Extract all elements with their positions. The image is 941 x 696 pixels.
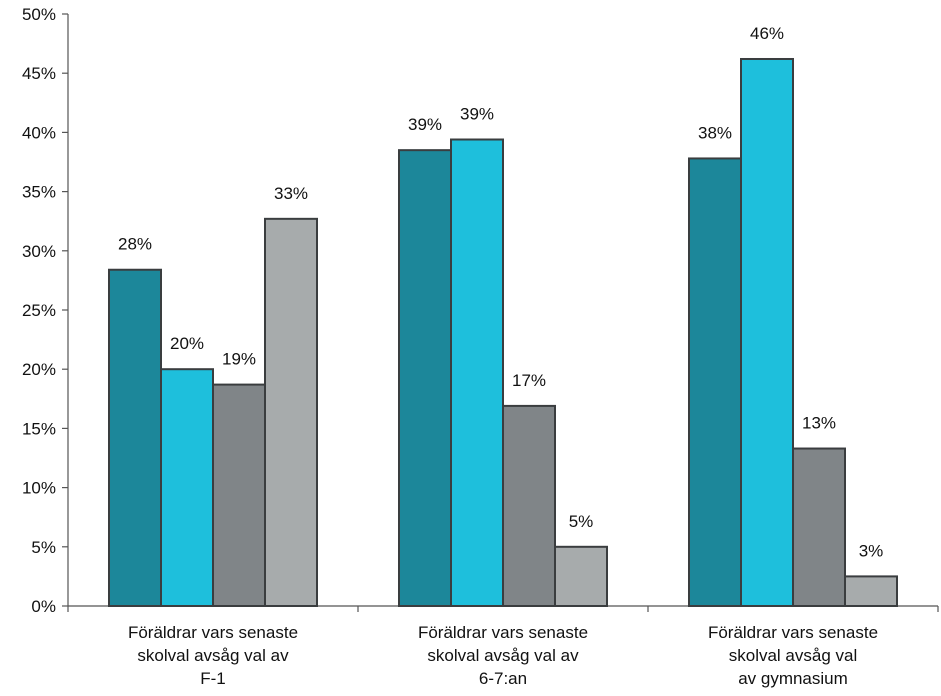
bar-series-4-cat-2 (554, 545, 608, 607)
data-label: 39% (408, 115, 442, 134)
bar-series-3-cat-2 (502, 404, 556, 607)
y-tick-label: 5% (31, 538, 56, 557)
data-label: 3% (859, 541, 884, 560)
labels: 28% 20% 19% 33% Föräldrar vars senaste skolva… (118, 24, 883, 688)
category-label-line: skolval avsåg val (729, 646, 858, 665)
data-label: 13% (802, 414, 836, 433)
y-tick-label: 25% (22, 301, 56, 320)
axes: 0% 5% 10% 15% 20% 25% 30% 35% 40% 45% 50% (22, 5, 939, 616)
y-tick-label: 15% (22, 419, 56, 438)
bar-series-2-cat-1 (160, 368, 214, 608)
category-label-line: skolval avsåg val av (137, 646, 289, 665)
category-label-line: 6-7:an (479, 669, 527, 688)
y-tick-label: 35% (22, 183, 56, 202)
data-label: 33% (274, 184, 308, 203)
data-label: 19% (222, 350, 256, 369)
data-label: 28% (118, 235, 152, 254)
bar-series-4-cat-1 (264, 217, 318, 607)
category-label-line: F-1 (200, 669, 226, 688)
category-label-line: Föräldrar vars senaste (418, 623, 588, 642)
y-tick-label: 30% (22, 242, 56, 261)
category-label-line: skolval avsåg val av (427, 646, 579, 665)
y-tick-label: 20% (22, 360, 56, 379)
bar-series-3-cat-1 (212, 383, 266, 608)
bar-series-1-cat-1 (108, 268, 162, 607)
data-label: 20% (170, 334, 204, 353)
bars (108, 57, 898, 608)
bar-series-2-cat-3 (740, 57, 794, 607)
data-label: 46% (750, 24, 784, 43)
bar-series-3-cat-3 (792, 447, 846, 608)
category-label-line: Föräldrar vars senaste (708, 623, 878, 642)
y-tick-label: 50% (22, 5, 56, 24)
category-label-line: Föräldrar vars senaste (128, 623, 298, 642)
y-tick-label: 0% (31, 597, 56, 616)
y-tick-label: 10% (22, 479, 56, 498)
y-tick-label: 40% (22, 123, 56, 142)
bar-series-2-cat-2 (450, 138, 504, 607)
data-label: 39% (460, 105, 494, 124)
data-label: 38% (698, 123, 732, 142)
y-tick-label: 45% (22, 64, 56, 83)
bar-series-1-cat-2 (398, 149, 452, 607)
bar-series-1-cat-3 (688, 157, 742, 607)
data-label: 17% (512, 371, 546, 390)
bar-series-4-cat-3 (844, 575, 898, 608)
category-label-line: av gymnasium (738, 669, 848, 688)
data-label: 5% (569, 512, 594, 531)
